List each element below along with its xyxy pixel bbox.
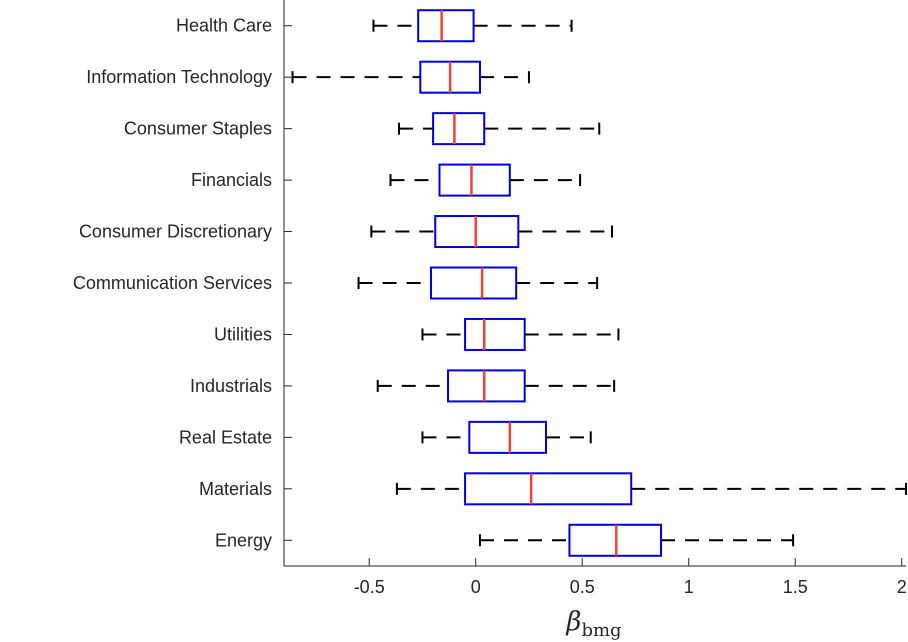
box-group <box>291 60 530 94</box>
y-tick-label: Consumer Discretionary <box>79 222 272 242</box>
x-tick-label: 1.5 <box>783 577 808 597</box>
axes: Health Care Information Technology Consume… <box>73 0 907 597</box>
box <box>468 420 548 454</box>
box <box>464 317 526 351</box>
box-group <box>370 215 614 249</box>
box <box>432 112 486 146</box>
box-group <box>398 112 601 146</box>
box-group <box>372 9 573 43</box>
x-tick-label: 1 <box>684 577 694 597</box>
box <box>429 266 518 300</box>
y-tick-label: Real Estate <box>179 427 272 447</box>
y-tick-label: Energy <box>215 530 272 550</box>
box <box>447 369 526 403</box>
x-tick-label: 2 <box>897 577 907 597</box>
box-group <box>395 472 907 506</box>
y-tick-label: Industrials <box>190 376 272 396</box>
box <box>438 163 511 197</box>
box-group <box>421 420 592 454</box>
x-tick-label: 0 <box>471 577 481 597</box>
y-tick-label: Consumer Staples <box>124 119 272 139</box>
y-tick-label: Financials <box>191 170 272 190</box>
box <box>417 9 475 43</box>
plot-marks <box>291 9 907 557</box>
y-tick-label: Materials <box>199 479 272 499</box>
y-tick-label: Information Technology <box>86 67 272 87</box>
x-tick-label: -0.5 <box>354 577 385 597</box>
box-group <box>389 163 582 197</box>
box-group <box>421 317 620 351</box>
x-tick-label: 0.5 <box>570 577 595 597</box>
x-axis-label: βbmg <box>565 607 621 641</box>
y-tick-label: Utilities <box>214 324 272 344</box>
box-group <box>357 266 599 300</box>
box <box>464 472 633 506</box>
box-group <box>376 369 616 403</box>
box-group <box>478 523 795 557</box>
y-tick-label: Health Care <box>176 16 272 36</box>
y-tick-label: Communication Services <box>73 273 272 293</box>
